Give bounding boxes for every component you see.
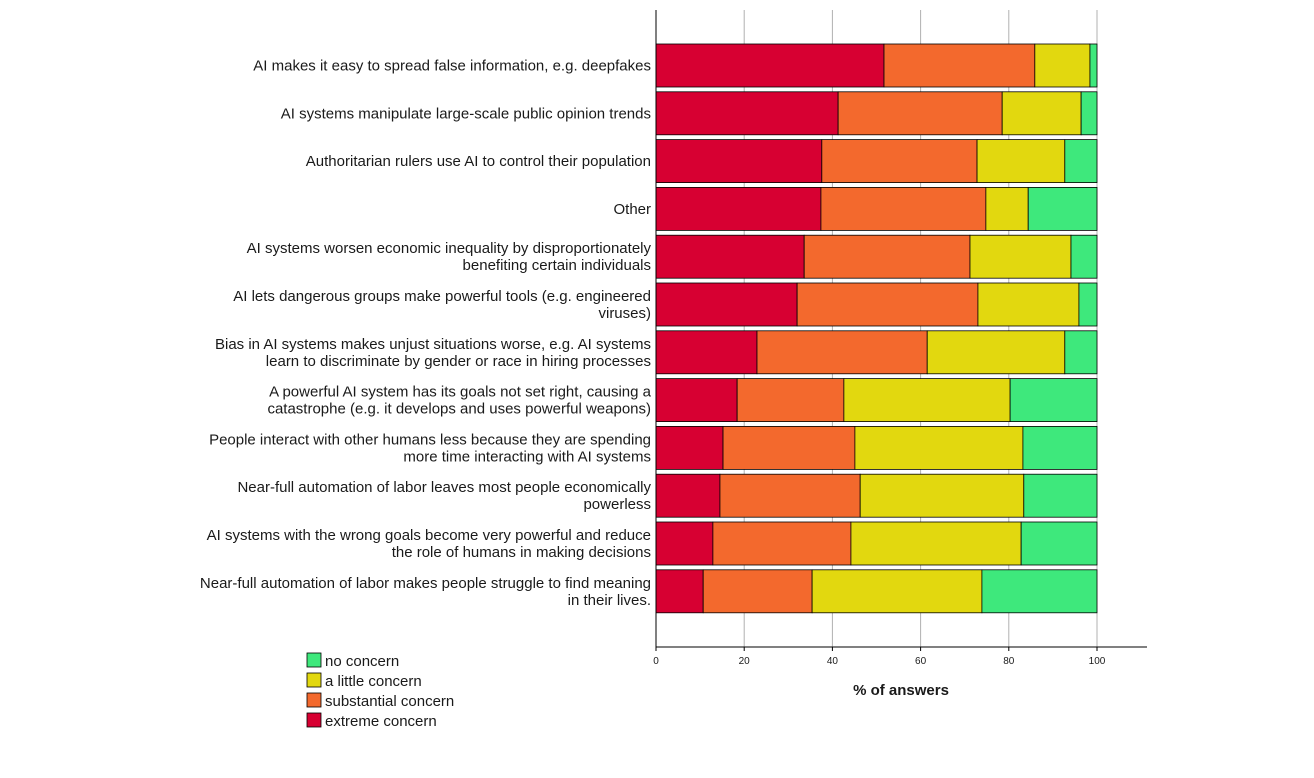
category-label: in their lives. <box>568 592 651 609</box>
legend-swatch <box>306 652 322 668</box>
bar-segment-no-concern <box>1078 282 1098 327</box>
bar-segment-substantial-concern <box>756 330 928 375</box>
bar-segment-extreme-concern <box>655 282 798 327</box>
bars <box>655 43 1098 614</box>
bar-segment-a-little-concern <box>859 473 1025 518</box>
category-label: AI systems worsen economic inequality by… <box>247 240 652 257</box>
bar-segment-no-concern <box>1009 378 1098 423</box>
category-label: Bias in AI systems makes unjust situatio… <box>215 336 651 353</box>
bar-segment-extreme-concern <box>655 234 805 279</box>
bar-segment-a-little-concern <box>1001 91 1082 136</box>
bar-segment-a-little-concern <box>926 330 1066 375</box>
bar-segment-substantial-concern <box>702 569 813 614</box>
category-label: catastrophe (e.g. it develops and uses p… <box>267 401 651 418</box>
category-label: learn to discriminate by gender or race … <box>266 353 651 370</box>
legend-label: extreme concern <box>325 713 437 730</box>
bar-segment-extreme-concern <box>655 91 839 136</box>
bar-segment-extreme-concern <box>655 43 885 88</box>
bar-segment-substantial-concern <box>821 139 978 184</box>
bar-segment-no-concern <box>1080 91 1098 136</box>
bar-segment-substantial-concern <box>803 234 971 279</box>
category-label: benefiting certain individuals <box>463 257 651 274</box>
axes: 0 20 40 60 80 100 <box>653 10 1147 667</box>
bar-segment-no-concern <box>1064 139 1098 184</box>
category-label: AI lets dangerous groups make powerful t… <box>233 288 651 305</box>
legend-label: substantial concern <box>325 693 454 710</box>
bar-segment-a-little-concern <box>850 521 1022 566</box>
category-label: more time interacting with AI systems <box>403 448 651 465</box>
bar-segment-no-concern <box>1022 425 1098 470</box>
bar-segment-extreme-concern <box>655 330 758 375</box>
x-tick-label: 100 <box>1089 656 1106 667</box>
x-tick-label: 80 <box>1003 656 1015 667</box>
bar-segment-extreme-concern <box>655 378 738 423</box>
bar-segment-substantial-concern <box>719 473 861 518</box>
bar-segment-substantial-concern <box>736 378 845 423</box>
bar-segment-a-little-concern <box>976 139 1066 184</box>
bar-segment-substantial-concern <box>883 43 1036 88</box>
x-axis-title: % of answers <box>853 682 949 699</box>
bar-segment-extreme-concern <box>655 186 822 231</box>
bar-segment-substantial-concern <box>796 282 979 327</box>
bar-segment-a-little-concern <box>843 378 1011 423</box>
legend-label: a little concern <box>325 673 422 690</box>
bar-segment-no-concern <box>1027 186 1098 231</box>
bar-segment-a-little-concern <box>977 282 1080 327</box>
category-label: Near-full automation of labor leaves mos… <box>237 479 651 496</box>
category-label: viruses) <box>598 305 651 322</box>
category-label: Other <box>613 201 651 218</box>
category-labels: AI makes it easy to spread false informa… <box>200 58 652 609</box>
category-label: powerless <box>583 496 651 513</box>
bar-segment-substantial-concern <box>712 521 852 566</box>
bar-segment-no-concern <box>1070 234 1098 279</box>
x-tick-label: 40 <box>827 656 839 667</box>
bar-segment-extreme-concern <box>655 139 823 184</box>
category-label: the role of humans in making decisions <box>392 544 651 561</box>
category-label: AI systems manipulate large-scale public… <box>281 105 651 122</box>
bar-segment-no-concern <box>1023 473 1098 518</box>
bar-segment-substantial-concern <box>820 186 987 231</box>
bar-segment-no-concern <box>981 569 1098 614</box>
category-label: People interact with other humans less b… <box>209 431 651 448</box>
bar-segment-extreme-concern <box>655 521 714 566</box>
bar-segment-a-little-concern <box>1034 43 1091 88</box>
category-label: AI systems with the wrong goals become v… <box>207 527 651 544</box>
legend-swatch <box>306 692 322 708</box>
bar-segment-no-concern <box>1020 521 1098 566</box>
category-label: Near-full automation of labor makes peop… <box>200 575 651 592</box>
x-tick-label: 20 <box>739 656 751 667</box>
bar-segment-extreme-concern <box>655 569 704 614</box>
bar-segment-no-concern <box>1064 330 1098 375</box>
bar-segment-a-little-concern <box>811 569 983 614</box>
bar-segment-substantial-concern <box>722 425 856 470</box>
bar-segment-a-little-concern <box>969 234 1072 279</box>
bar-segment-a-little-concern <box>854 425 1024 470</box>
category-label: A powerful AI system has its goals not s… <box>269 384 652 401</box>
bar-segment-extreme-concern <box>655 425 724 470</box>
legend-label: no concern <box>325 653 399 670</box>
legend-swatch <box>306 712 322 728</box>
legend: no concern a little concern substantial co… <box>306 652 454 730</box>
bar-segment-extreme-concern <box>655 473 721 518</box>
bar-segment-substantial-concern <box>837 91 1003 136</box>
x-tick-label: 0 <box>653 656 659 667</box>
category-label: Authoritarian rulers use AI to control t… <box>306 153 651 170</box>
x-tick-label: 60 <box>915 656 927 667</box>
bar-segment-a-little-concern <box>985 186 1029 231</box>
bar-segment-no-concern <box>1089 43 1098 88</box>
legend-swatch <box>306 672 322 688</box>
category-label: AI makes it easy to spread false informa… <box>253 58 651 75</box>
